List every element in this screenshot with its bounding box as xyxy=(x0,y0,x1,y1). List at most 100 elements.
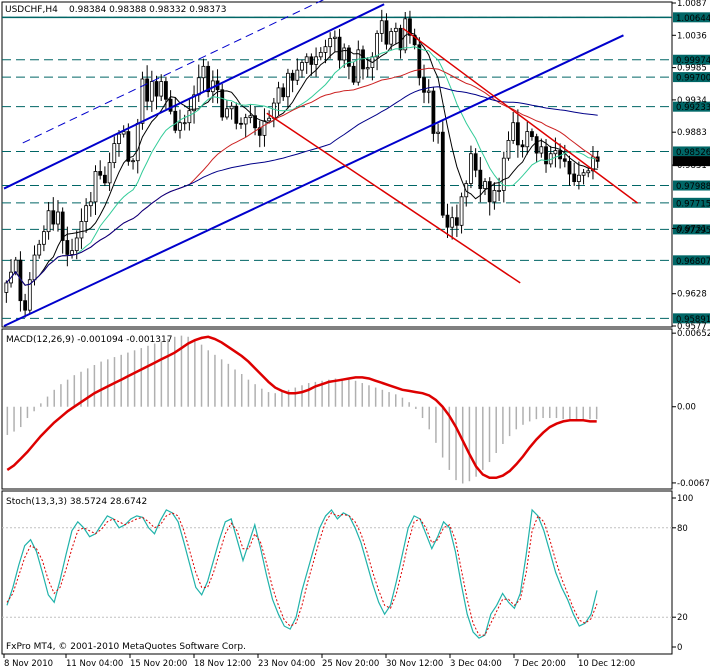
candle-body xyxy=(271,102,276,119)
macd-signal-line xyxy=(6,335,597,480)
candle-body xyxy=(267,117,272,122)
candle-body xyxy=(4,282,9,293)
copyright-text: FxPro MT4, © 2001-2010 MetaQuotes Softwa… xyxy=(6,642,246,652)
stoch-tick-label: 80 xyxy=(677,524,688,534)
candle-body xyxy=(74,237,79,252)
level-box xyxy=(673,313,710,324)
candle-body xyxy=(168,98,173,112)
candle-body xyxy=(487,181,492,203)
ohlc-values: 0.98384 0.98388 0.98332 0.98373 xyxy=(69,5,226,15)
stoch-tick-label: 20 xyxy=(677,613,688,623)
candle-body xyxy=(478,169,483,189)
candle-body xyxy=(300,62,304,71)
x-tick-label: 25 Nov 20:00 xyxy=(322,659,379,669)
candle-body xyxy=(323,46,328,53)
candle-body xyxy=(581,172,586,176)
axis-layer: 1.00644 0.99974 0.99700 0.99233 0.98526 0.979… xyxy=(3,0,710,669)
candle-body xyxy=(187,110,192,124)
candle-body xyxy=(398,27,403,51)
price-tick-label: 0.9831 xyxy=(677,161,707,171)
candle-body xyxy=(553,150,558,155)
candle-body xyxy=(497,190,502,192)
candle-body xyxy=(412,34,417,46)
candle-body xyxy=(544,146,548,165)
macd-layer xyxy=(6,335,598,484)
candle-body xyxy=(337,36,342,61)
level-box xyxy=(673,146,710,157)
level-box xyxy=(673,54,710,65)
candle-body xyxy=(159,81,164,97)
candle-body xyxy=(445,214,450,228)
candle-body xyxy=(572,173,577,182)
candle-body xyxy=(253,115,257,129)
candle-body xyxy=(117,133,121,145)
level-label: 1.00644 xyxy=(676,14,710,24)
candle-body xyxy=(182,122,187,125)
candle-body xyxy=(314,56,318,65)
price-tick-label: 0.9731 xyxy=(677,224,707,234)
candle-body xyxy=(332,36,337,39)
level-box xyxy=(673,72,710,83)
level-label: 0.97295 xyxy=(676,226,710,236)
macd-title: MACD(12,26,9) -0.001094 -0.001317 xyxy=(6,335,172,345)
candle-body xyxy=(32,254,37,281)
price-tick-label: 1.0087 xyxy=(677,0,707,9)
level-label: 0.96807 xyxy=(676,257,710,267)
x-tick-label: 7 Dec 20:00 xyxy=(514,659,566,669)
candle-body xyxy=(46,210,51,233)
channel-upper-line xyxy=(3,3,385,190)
macd-tick-label: -0.00675 xyxy=(677,479,710,489)
candle-body xyxy=(102,174,107,184)
x-tick-label: 11 Nov 04:00 xyxy=(66,659,123,669)
candle-body xyxy=(483,181,487,189)
level-label: 0.99700 xyxy=(676,74,710,84)
candle-body xyxy=(393,27,398,32)
candle-body xyxy=(243,117,248,125)
level-label: 0.99233 xyxy=(676,103,710,113)
level-label: 0.95891 xyxy=(676,315,710,325)
candle-body xyxy=(225,108,229,118)
candle-body xyxy=(164,81,168,100)
candle-body xyxy=(318,52,323,58)
candle-body xyxy=(145,78,150,102)
candle-body xyxy=(13,259,18,273)
x-tick-label: 18 Nov 12:00 xyxy=(194,659,251,669)
ma-medium-line xyxy=(5,46,598,286)
x-tick-label: 3 Dec 04:00 xyxy=(450,659,502,669)
candle-body xyxy=(450,217,455,228)
candle-body xyxy=(347,47,351,67)
downtrend-lower-line xyxy=(266,112,521,284)
x-tick-label: 15 Nov 20:00 xyxy=(130,659,187,669)
candle-body xyxy=(70,250,74,255)
channel-lower-line xyxy=(3,34,624,327)
candle-body xyxy=(140,78,145,124)
candle-body xyxy=(173,110,178,131)
x-tick-label: 30 Nov 12:00 xyxy=(386,659,443,669)
macd-pane xyxy=(1,328,673,490)
candle-body xyxy=(60,211,65,241)
stoch-main-line xyxy=(6,508,598,639)
candle-body xyxy=(192,94,196,112)
candle-body xyxy=(492,190,497,203)
level-label: 0.98526 xyxy=(676,148,710,158)
candle-body xyxy=(436,131,440,134)
stoch-title: Stoch(13,3,3) 38.5724 28.6742 xyxy=(6,497,147,507)
candle-body xyxy=(27,279,32,311)
candle-body xyxy=(135,122,140,162)
level-box xyxy=(673,101,710,112)
candle-body xyxy=(112,143,117,164)
candle-body xyxy=(98,171,103,176)
candle-body xyxy=(417,44,422,79)
candle-body xyxy=(454,217,459,226)
level-box xyxy=(673,197,710,208)
stoch-signal-line xyxy=(6,512,598,636)
candle-body xyxy=(23,300,28,311)
candle-body xyxy=(56,211,60,225)
stoch-pane xyxy=(1,490,673,655)
candle-body xyxy=(328,38,333,48)
candle-body xyxy=(126,131,131,162)
candle-body xyxy=(515,122,520,146)
current-price-box xyxy=(673,156,710,167)
price-tick-label: 0.9985 xyxy=(677,64,707,74)
